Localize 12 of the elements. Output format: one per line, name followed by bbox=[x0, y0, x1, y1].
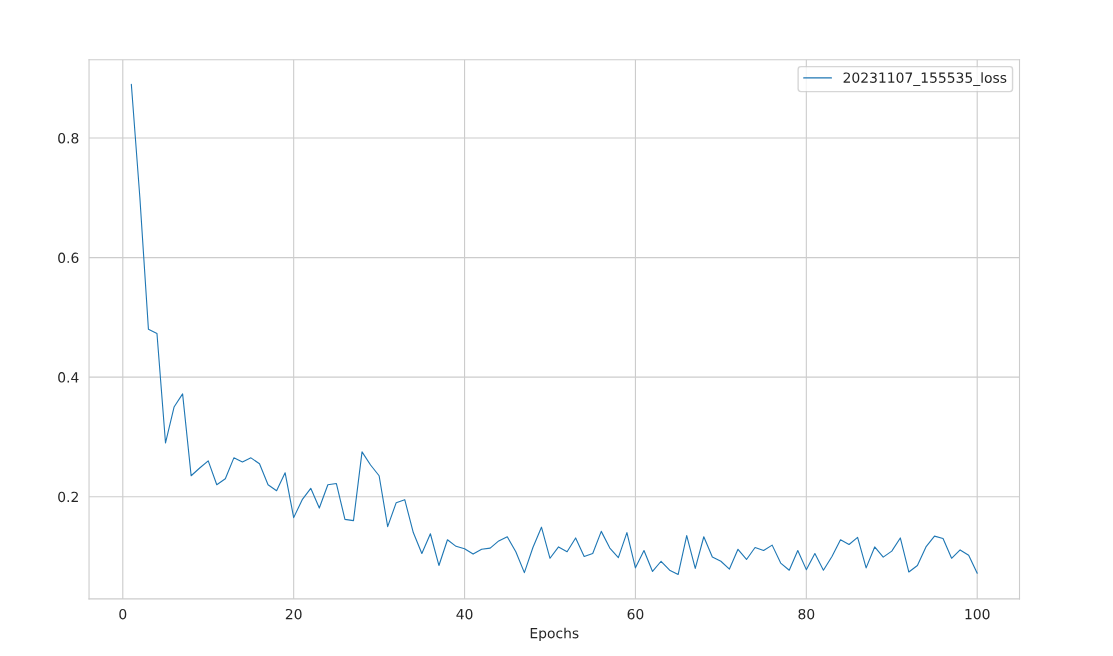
x-tick-label: 20 bbox=[285, 608, 302, 620]
x-axis-title: Epochs bbox=[530, 627, 579, 642]
x-tick-label: 0 bbox=[119, 608, 127, 620]
legend-label: 20231107_155535_loss bbox=[843, 72, 1007, 87]
x-tick-label: 40 bbox=[456, 608, 473, 620]
y-tick-label: 0.8 bbox=[58, 132, 79, 144]
y-tick-label: 0.4 bbox=[58, 372, 79, 383]
x-tick-label: 80 bbox=[798, 608, 815, 620]
y-tick-label: 0.2 bbox=[58, 491, 78, 503]
x-tick-label: 100 bbox=[965, 608, 990, 620]
x-tick-label: 60 bbox=[627, 608, 644, 620]
y-tick-label: 0.6 bbox=[58, 252, 79, 264]
